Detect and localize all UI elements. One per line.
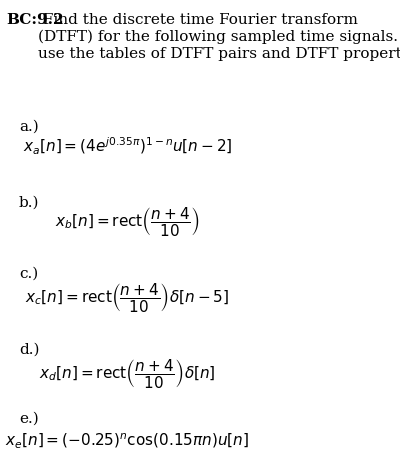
Text: $x_c[n] = \mathrm{rect}\left(\dfrac{n+4}{10}\right)\delta[n-5]$: $x_c[n] = \mathrm{rect}\left(\dfrac{n+4}…: [26, 281, 230, 314]
Text: a.): a.): [19, 120, 39, 134]
Text: c.): c.): [19, 267, 38, 280]
Text: $x_b[n] = \mathrm{rect}\left(\dfrac{n+4}{10}\right)$: $x_b[n] = \mathrm{rect}\left(\dfrac{n+4}…: [55, 205, 200, 238]
Text: $x_e[n] = (-0.25)^n \cos(0.15\pi n)u[n]$: $x_e[n] = (-0.25)^n \cos(0.15\pi n)u[n]$: [6, 430, 250, 448]
Text: BC:9.2: BC:9.2: [6, 13, 64, 27]
Text: $x_a[n] = \left(4e^{j0.35\pi}\right)^{1-n} u[n-2]$: $x_a[n] = \left(4e^{j0.35\pi}\right)^{1-…: [23, 135, 232, 156]
Text: d.): d.): [19, 342, 40, 356]
Text: e.): e.): [19, 411, 39, 425]
Text: Find the discrete time Fourier transform
(DTFT) for the following sampled time s: Find the discrete time Fourier transform…: [38, 13, 400, 60]
Text: $x_d[n] = \mathrm{rect}\left(\dfrac{n+4}{10}\right)\delta[n]$: $x_d[n] = \mathrm{rect}\left(\dfrac{n+4}…: [39, 357, 216, 389]
Text: b.): b.): [19, 196, 40, 209]
